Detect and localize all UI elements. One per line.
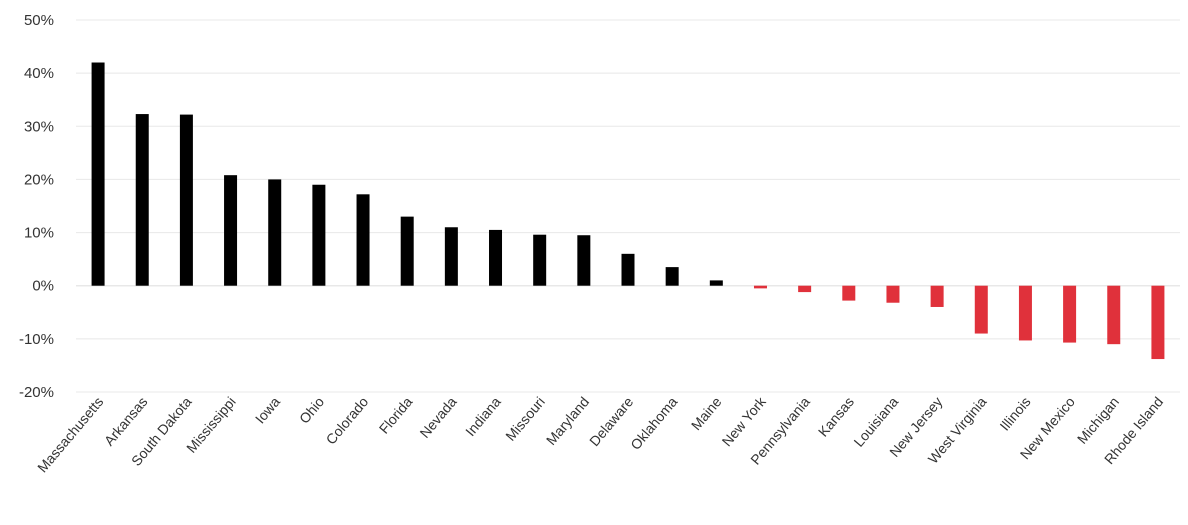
bars (92, 63, 1165, 360)
bar (312, 185, 325, 286)
x-tick-label: Indiana (462, 393, 504, 439)
bar (754, 286, 767, 289)
bar (886, 286, 899, 303)
bar (533, 235, 546, 286)
x-tick-label: Ohio (296, 393, 327, 426)
bar (1063, 286, 1076, 343)
gridlines (76, 20, 1180, 392)
y-tick-label: 40% (24, 65, 54, 82)
bar (798, 286, 811, 292)
x-tick-label: Illinois (996, 394, 1033, 434)
x-tick-label: Massachusetts (34, 394, 106, 476)
bar (710, 280, 723, 285)
bar (842, 286, 855, 301)
y-tick-label: 0% (32, 278, 54, 295)
y-axis-ticks: 50% 40% 30% 20% 10% 0% -10% -20% (19, 12, 54, 401)
x-tick-label: Florida (376, 393, 416, 436)
bar (1107, 286, 1120, 344)
y-tick-label: 10% (24, 225, 54, 242)
bar (92, 63, 105, 286)
y-tick-label: -10% (19, 331, 54, 348)
bar (975, 286, 988, 334)
y-tick-label: -20% (19, 384, 54, 401)
bar (1019, 286, 1032, 341)
y-tick-label: 20% (24, 171, 54, 188)
bar (401, 217, 414, 286)
bar (224, 175, 237, 286)
y-tick-label: 30% (24, 118, 54, 135)
bar (445, 227, 458, 285)
bar (136, 114, 149, 286)
bar (931, 286, 944, 307)
bar (622, 254, 635, 286)
x-tick-label: Maine (688, 393, 725, 433)
x-tick-label: Colorado (323, 393, 372, 447)
bar (268, 179, 281, 285)
x-tick-label: Kansas (815, 394, 857, 440)
bar (180, 115, 193, 286)
x-tick-label: Maryland (543, 394, 592, 448)
bar (489, 230, 502, 286)
bar (1151, 286, 1164, 359)
x-tick-label: Missouri (502, 394, 548, 444)
x-tick-label: Oklahoma (627, 393, 680, 452)
x-tick-label: Nevada (416, 393, 459, 440)
y-tick-label: 50% (24, 12, 54, 29)
bar (666, 267, 679, 286)
bar (357, 194, 370, 285)
bar (577, 235, 590, 285)
x-tick-label: Iowa (252, 393, 283, 426)
